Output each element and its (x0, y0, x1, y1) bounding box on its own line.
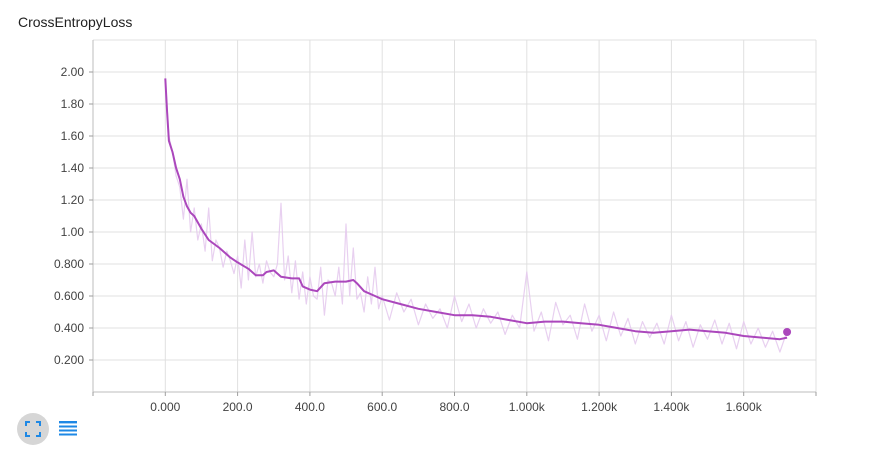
data-table-button[interactable] (56, 417, 80, 441)
raw-series-line (164, 78, 788, 353)
fullscreen-icon (25, 421, 41, 437)
y-tick-label: 1.60 (61, 129, 85, 143)
tick-labels: 0.000 200.0 400.0 600.0 800.0 1.000k 1.200k 1.4… (54, 65, 763, 414)
y-tick-label: 0.600 (54, 289, 84, 303)
y-tick-label: 0.800 (54, 257, 84, 271)
x-tick-label: 0.000 (150, 400, 180, 414)
y-tick-label: 1.00 (61, 225, 85, 239)
x-tick-label: 1.000k (509, 400, 546, 414)
y-tick-label: 1.20 (61, 193, 85, 207)
chart-title: CrossEntropyLoss (18, 14, 133, 30)
x-tick-label: 1.400k (653, 400, 690, 414)
fullscreen-button[interactable] (17, 413, 49, 445)
x-tick-label: 400.0 (295, 400, 325, 414)
x-tick-label: 1.600k (726, 400, 763, 414)
x-tick-label: 200.0 (223, 400, 253, 414)
axes (89, 40, 817, 396)
last-point-marker (783, 328, 792, 336)
y-tick-label: 1.80 (61, 97, 85, 111)
data-table-icon (59, 421, 77, 436)
smoothed-series-line (164, 78, 788, 341)
y-tick-label: 1.40 (61, 161, 85, 175)
raw-series (164, 78, 788, 353)
x-tick-label: 800.0 (439, 400, 469, 414)
x-tick-label: 600.0 (367, 400, 397, 414)
x-tick-label: 1.200k (581, 400, 618, 414)
y-tick-label: 0.400 (54, 321, 84, 335)
y-tick-label: 0.200 (54, 353, 84, 367)
grid (92, 39, 817, 392)
smoothed-series (164, 78, 792, 341)
y-tick-label: 2.00 (61, 65, 85, 79)
